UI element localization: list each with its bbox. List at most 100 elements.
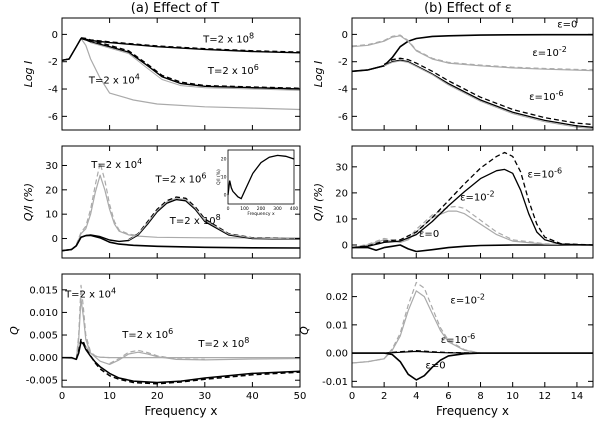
- y-tick-label-b2-3: 30: [335, 162, 348, 173]
- x-tick-label-b3-7: 14: [571, 391, 584, 402]
- x-tick-label-a3-3: 30: [198, 391, 211, 402]
- x-axis-label-a3: Frequency x: [145, 404, 218, 418]
- y-tick-label-a3-4: -0.005: [26, 376, 58, 387]
- y-tick-label-a1-3: -6: [48, 112, 58, 123]
- series-line-b2-0: [352, 244, 593, 253]
- inset-y-axis-label: Q/I (%): [216, 169, 222, 185]
- inset-x-tick-label-0: 0: [227, 206, 230, 212]
- series-line-a3-5: [75, 338, 300, 385]
- annotation-a3-1: T=2 x 106: [121, 327, 173, 342]
- y-tick-label-b1-2: -4: [338, 85, 348, 96]
- y-tick-label-a2-2: 20: [45, 185, 58, 196]
- series-group-b1: [352, 33, 593, 130]
- x-tick-label-b3-1: 2: [381, 391, 387, 402]
- series-line-b3-4: [352, 352, 593, 381]
- annotation-a3-0: T=2 x 104: [64, 286, 116, 301]
- series-line-a3-4: [62, 341, 300, 384]
- series-line-b2-3: [352, 168, 593, 249]
- y-tick-label-b3-3: -0.01: [322, 377, 348, 388]
- y-axis-label-b3: Q: [298, 326, 311, 335]
- annotation-a2-0: T=2 x 104: [90, 156, 142, 171]
- annotation-a2-2: T=2 x 108: [169, 212, 221, 227]
- panel-a1: 0 -2 -4 -6 Log I T=2 x 108 T=2 x 106 T=2 x 104: [22, 17, 301, 131]
- annotation-a2-1: T=2 x 106: [155, 171, 207, 186]
- series-line-b1-4: [383, 57, 593, 126]
- annotation-b3-0: ε=10-2: [450, 292, 485, 307]
- series-line-a2-1: [75, 162, 139, 245]
- x-tick-label-b3-3: 6: [445, 391, 451, 402]
- right-column-title: (b) Effect of ε: [424, 1, 512, 16]
- series-line-a2-3: [128, 196, 300, 241]
- series-line-a3-3: [109, 349, 205, 365]
- y-axis-label-a1: Log I: [22, 61, 35, 88]
- panel-a2: 0 10 20 30 Q/I (%) T=2 x 104 T=2 x 106 T=2 x 10…: [22, 145, 301, 259]
- annotation-b3-1: ε=10-6: [441, 332, 476, 347]
- plot-frame-a1: [61, 17, 301, 131]
- series-group-a1: [62, 37, 300, 111]
- series-line-a2-5: [62, 234, 300, 252]
- series-line-b3-3: [384, 350, 481, 354]
- series-line-b1-1: [352, 35, 593, 72]
- panel-b1: 0 -2 -4 -6 Log I ε=0 ε=10-2 ε=10-6: [312, 17, 594, 131]
- y-tick-label-b2-1: 10: [335, 214, 348, 225]
- inset-x-tick-label-3: 300: [273, 206, 282, 212]
- series-line-b3-1: [352, 281, 593, 364]
- plot-frame-a3: [61, 273, 301, 388]
- y-tick-label-b3-1: 0.01: [326, 320, 348, 331]
- plot-frame-a2: [61, 145, 301, 259]
- inset-y-tick-label-1: 10: [221, 175, 227, 181]
- series-line-a1-3: [90, 42, 300, 91]
- plot-frame-b2: [351, 145, 594, 259]
- annotation-b2-2: ε=0: [419, 229, 439, 240]
- x-tick-label-b3-6: 12: [538, 391, 551, 402]
- y-tick-label-b3-2: 0.00: [326, 349, 348, 360]
- y-tick-label-b1-1: -2: [338, 57, 348, 68]
- y-axis-label-b2: Q/I (%): [312, 183, 325, 221]
- inset-x-tick-label-1: 100: [240, 206, 249, 212]
- annotation-a1-0: T=2 x 108: [202, 31, 254, 46]
- series-line-a1-0: [62, 37, 300, 111]
- y-tick-label-a3-2: 0.005: [29, 331, 58, 342]
- y-tick-label-b2-2: 20: [335, 188, 348, 199]
- y-axis-label-b1: Log I: [312, 61, 325, 88]
- x-tick-label-a3-0: 0: [59, 391, 65, 402]
- y-tick-label-a3-0: 0.015: [29, 285, 58, 296]
- inset-series-line: [227, 154, 295, 200]
- y-tick-label-b2-0: 0: [342, 240, 348, 251]
- x-tick-label-b3-5: 10: [506, 391, 519, 402]
- annotation-a1-1: T=2 x 106: [207, 63, 259, 78]
- plot-frame-b3: [351, 273, 594, 388]
- x-tick-label-a3-4: 40: [246, 391, 259, 402]
- series-group-b3: [352, 281, 593, 381]
- y-tick-label-a2-3: 30: [45, 161, 58, 172]
- annotation-b2-1: ε=10-2: [460, 189, 495, 204]
- series-line-a2-4: [128, 197, 300, 241]
- y-tick-label-a2-1: 10: [45, 210, 58, 221]
- left-column-title: (a) Effect of T: [131, 1, 219, 16]
- inset-frame: [227, 149, 295, 205]
- plot-frame-b1: [351, 17, 594, 131]
- x-tick-label-a3-2: 20: [151, 391, 164, 402]
- inset-x-tick-label-4: 400: [290, 206, 299, 212]
- inset-a2: 0 100 200 300 400 0 10 20 Frequency x Q/I (%): [216, 149, 299, 217]
- series-line-a3-1: [75, 284, 110, 360]
- y-axis-label-a2: Q/I (%): [22, 183, 35, 221]
- annotation-b2-0: ε=10-6: [528, 166, 563, 181]
- y-axis-label-a3: Q: [8, 326, 21, 335]
- inset-y-tick-label-0: 0: [224, 193, 227, 199]
- inset-x-tick-label-2: 200: [257, 206, 266, 212]
- series-group-b2: [352, 151, 593, 253]
- series-line-b2-1: [352, 210, 593, 249]
- x-tick-label-b3-0: 0: [349, 391, 355, 402]
- y-tick-label-b3-0: 0.02: [326, 292, 348, 303]
- y-tick-label-b1-3: -6: [338, 112, 348, 123]
- x-tick-label-b3-2: 4: [413, 391, 419, 402]
- annotation-b1-2: ε=10-6: [529, 88, 564, 103]
- x-tick-label-a3-1: 10: [103, 391, 116, 402]
- series-line-a1-5: [80, 37, 300, 53]
- y-tick-label-a1-0: 0: [52, 30, 58, 41]
- annotation-b1-1: ε=10-2: [532, 45, 567, 60]
- series-line-b1-2: [352, 34, 593, 71]
- series-line-a1-4: [62, 37, 300, 61]
